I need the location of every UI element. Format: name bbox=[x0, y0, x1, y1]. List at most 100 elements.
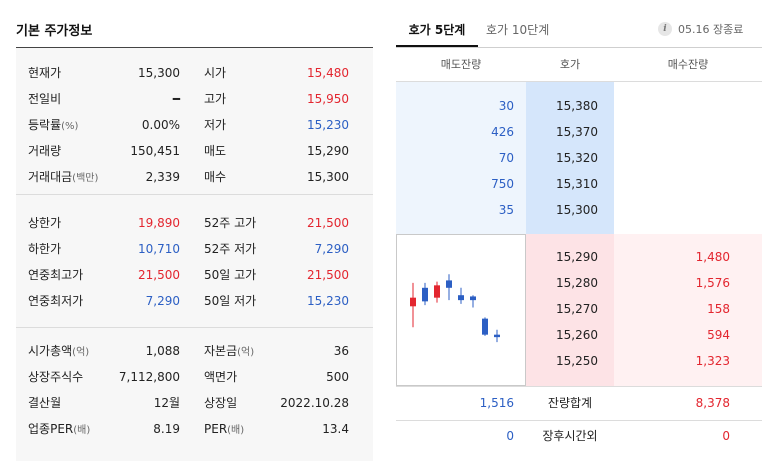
info-value-2: 2022.10.28 bbox=[280, 396, 349, 410]
info-label: 전일비 bbox=[28, 92, 62, 106]
info-label-2: 52주 고가 bbox=[204, 216, 257, 230]
tab-orderbook-10[interactable]: 호가 10단계 bbox=[486, 23, 550, 37]
info-label-2: 매수 bbox=[204, 170, 227, 184]
ask-qty: 750 bbox=[491, 177, 514, 191]
header-divider bbox=[396, 81, 762, 82]
info-value-2: 15,950 bbox=[307, 92, 349, 106]
basic-info-panel bbox=[16, 48, 373, 461]
bid-qty: 1,323 bbox=[695, 354, 730, 368]
info-label-2-unit: (배) bbox=[227, 425, 245, 436]
bid-qty: 1,576 bbox=[695, 276, 730, 290]
info-label: 연중최저가 bbox=[28, 294, 84, 308]
info-value-2: 15,230 bbox=[307, 118, 349, 132]
info-label-2: 시가 bbox=[204, 66, 227, 80]
ask-qty-area bbox=[396, 82, 526, 234]
info-value: ━ bbox=[172, 92, 180, 106]
active-tab-indicator bbox=[396, 45, 478, 47]
info-value: 19,890 bbox=[138, 216, 180, 230]
total-buy-qty: 8,378 bbox=[695, 396, 730, 410]
tab-orderbook-5[interactable]: 호가 5단계 bbox=[408, 23, 466, 37]
total-label: 잔량합계 bbox=[547, 396, 593, 410]
ask-qty: 35 bbox=[498, 203, 514, 217]
after-hours-buy-qty: 0 bbox=[722, 429, 730, 443]
ask-price-area bbox=[526, 82, 614, 234]
bid-price[interactable]: 15,250 bbox=[556, 354, 598, 368]
info-value: 12월 bbox=[153, 396, 180, 410]
info-value: 10,710 bbox=[138, 242, 180, 256]
candle-body bbox=[458, 295, 464, 301]
info-value: 7,290 bbox=[145, 294, 180, 308]
info-label-2: 저가 bbox=[204, 118, 227, 132]
info-label: 상장주식수 bbox=[28, 370, 84, 384]
bid-qty: 158 bbox=[707, 302, 730, 316]
candle-body bbox=[482, 318, 488, 335]
info-value: 150,451 bbox=[130, 144, 180, 158]
ask-price[interactable]: 15,300 bbox=[556, 203, 598, 217]
section-divider bbox=[16, 327, 373, 328]
info-label-2: 52주 저가 bbox=[204, 242, 257, 256]
candle-chart-svg bbox=[410, 274, 500, 343]
info-value-2: 7,290 bbox=[314, 242, 349, 256]
info-row: 상장주식수 7,112,800 액면가 500 bbox=[0, 364, 373, 390]
ask-price[interactable]: 15,320 bbox=[556, 151, 598, 165]
ask-price[interactable]: 15,370 bbox=[556, 125, 598, 139]
candle-body bbox=[446, 280, 452, 288]
info-label-2: 액면가 bbox=[204, 370, 238, 384]
bid-price-area bbox=[526, 234, 614, 386]
info-value: 21,500 bbox=[138, 268, 180, 282]
candle-body bbox=[494, 334, 500, 338]
tabs-divider bbox=[396, 47, 762, 48]
bid-price[interactable]: 15,280 bbox=[556, 276, 598, 290]
market-status-label: 05.16 장종료 bbox=[678, 23, 744, 36]
info-row: 현재가 15,300 시가 15,480 bbox=[0, 60, 373, 86]
info-row: 연중최고가 21,500 50일 고가 21,500 bbox=[0, 262, 373, 288]
header-sell-qty: 매도잔량 bbox=[440, 58, 482, 71]
info-label-unit: (백만) bbox=[72, 173, 99, 184]
ask-price[interactable]: 15,380 bbox=[556, 99, 598, 113]
summary-divider bbox=[396, 386, 762, 387]
info-value-2: 36 bbox=[333, 344, 349, 358]
info-row: 거래대금(백만) 2,339 매수 15,300 bbox=[0, 164, 373, 190]
info-value-2: 15,230 bbox=[307, 294, 349, 308]
info-value-2: 21,500 bbox=[307, 268, 349, 282]
info-label-unit: (%) bbox=[61, 121, 79, 132]
info-row: 연중최저가 7,290 50일 저가 15,230 bbox=[0, 288, 373, 314]
info-row: 결산월 12월 상장일 2022.10.28 bbox=[0, 390, 373, 416]
bid-qty: 1,480 bbox=[695, 250, 730, 264]
bid-qty-area bbox=[614, 234, 762, 386]
info-label-unit: (배) bbox=[73, 425, 91, 436]
bid-price[interactable]: 15,260 bbox=[556, 328, 598, 342]
info-icon[interactable]: i bbox=[658, 22, 672, 36]
info-label-2: 고가 bbox=[204, 92, 227, 106]
candle-body bbox=[434, 285, 440, 298]
info-value-2: 15,290 bbox=[307, 144, 349, 158]
header-price: 호가 bbox=[559, 58, 581, 71]
info-label: 하한가 bbox=[28, 242, 62, 256]
ask-qty: 30 bbox=[498, 99, 514, 113]
basic-price-info: 기본 주가정보 현재가 15,300 시가 15,480 전일비 ━ 고가 15,950 등락률… bbox=[0, 0, 373, 461]
after-hours-label: 장후시간외 bbox=[542, 429, 598, 443]
ask-qty: 70 bbox=[498, 151, 514, 165]
info-label: 결산월 bbox=[28, 396, 62, 410]
basic-info-title: 기본 주가정보 bbox=[16, 24, 93, 39]
candle-body bbox=[422, 287, 428, 302]
info-label-2: 상장일 bbox=[204, 396, 238, 410]
info-label-2: 50일 저가 bbox=[204, 294, 257, 308]
info-label-2: 매도 bbox=[204, 144, 227, 158]
info-row: 하한가 10,710 52주 저가 7,290 bbox=[0, 236, 373, 262]
info-value: 15,300 bbox=[138, 66, 180, 80]
header-buy-qty: 매수잔량 bbox=[667, 58, 709, 71]
info-value: 0.00% bbox=[141, 118, 180, 132]
candle-body bbox=[410, 297, 416, 307]
info-label: 등락률(%) bbox=[28, 118, 79, 132]
info-label: 거래량 bbox=[28, 144, 62, 158]
ask-price[interactable]: 15,310 bbox=[556, 177, 598, 191]
title-divider bbox=[16, 47, 373, 48]
bid-price[interactable]: 15,270 bbox=[556, 302, 598, 316]
info-value: 7,112,800 bbox=[118, 370, 180, 384]
info-label: 업종PER(배) bbox=[28, 422, 91, 436]
info-value: 2,339 bbox=[145, 170, 180, 184]
info-value: 8.19 bbox=[153, 422, 180, 436]
bid-price[interactable]: 15,290 bbox=[556, 250, 598, 264]
ask-qty: 426 bbox=[491, 125, 514, 139]
